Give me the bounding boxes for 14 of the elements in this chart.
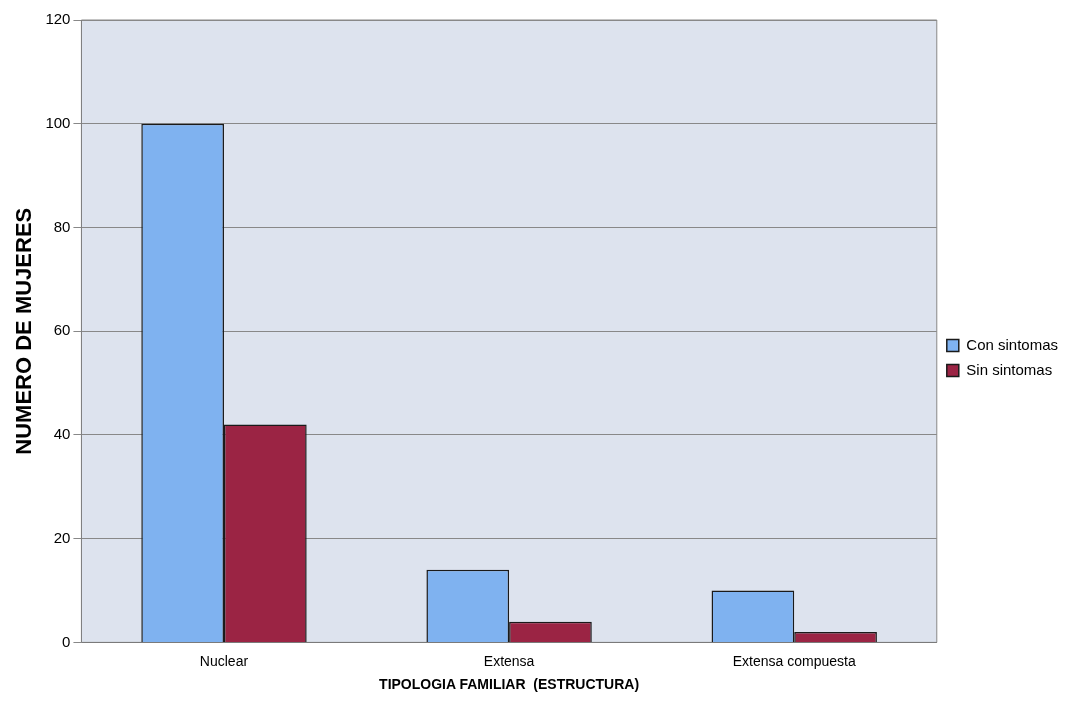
x-tick-label: Extensa compuesta xyxy=(732,652,856,669)
y-tick-label: 100 xyxy=(45,113,71,131)
y-tick-label: 80 xyxy=(53,217,71,235)
legend-label: Sin sintomas xyxy=(966,360,1053,378)
x-tick-label: Extensa xyxy=(483,652,535,669)
y-tick-label: 120 xyxy=(45,10,71,28)
y-axis-title: NUMERO DE MUJERES xyxy=(11,207,37,455)
y-tick-label: 40 xyxy=(53,425,71,443)
y-tick-label: 0 xyxy=(62,632,71,650)
x-tick-label: Nuclear xyxy=(199,652,249,669)
x-axis-title: TIPOLOGIA FAMILIAR (ESTRUCTURA) xyxy=(379,676,640,693)
legend-label: Con sintomas xyxy=(966,335,1059,353)
y-tick-label: 20 xyxy=(53,528,71,546)
y-tick-label: 60 xyxy=(53,321,71,339)
